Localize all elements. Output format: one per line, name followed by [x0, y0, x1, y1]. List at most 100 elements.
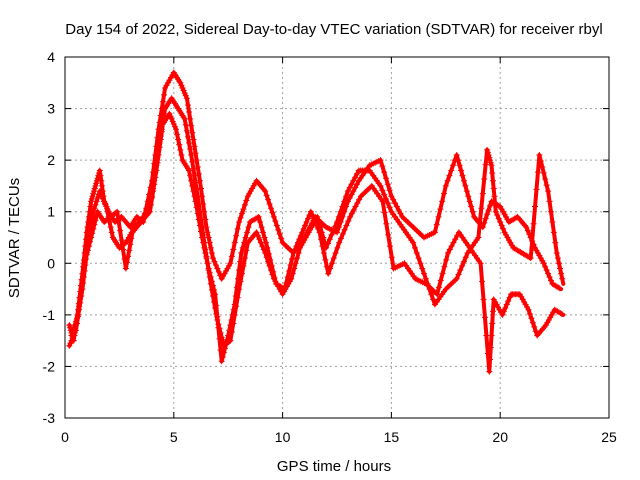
data-point-marker — [468, 203, 475, 210]
data-point-marker — [91, 188, 98, 195]
data-point-marker — [434, 291, 441, 298]
data-point-marker — [542, 176, 549, 183]
data-point-marker — [98, 193, 105, 200]
data-point-marker — [344, 188, 351, 195]
data-point-marker — [257, 239, 264, 246]
data-point-marker — [221, 270, 228, 277]
data-point-marker — [479, 278, 486, 285]
data-point-marker — [395, 206, 402, 213]
data-point-marker — [265, 250, 272, 257]
data-point-marker — [513, 214, 520, 221]
data-point-marker — [529, 319, 536, 326]
data-point-marker — [559, 275, 566, 282]
data-point-marker — [435, 213, 442, 220]
data-point-marker — [469, 208, 476, 215]
data-point-marker — [270, 268, 277, 275]
data-point-marker — [499, 311, 506, 318]
data-point-marker — [150, 188, 157, 195]
data-point-marker — [487, 356, 494, 363]
data-point-marker — [500, 225, 507, 232]
data-point-marker — [198, 185, 204, 192]
data-point-marker — [154, 159, 161, 166]
data-point-marker — [229, 311, 236, 318]
data-point-marker — [157, 136, 164, 143]
data-point-marker — [304, 215, 311, 222]
data-point-marker — [397, 210, 404, 217]
data-point-marker — [88, 195, 95, 202]
data-point-marker — [254, 214, 261, 221]
data-point-marker — [209, 282, 216, 289]
data-point-marker — [97, 172, 104, 179]
data-point-marker — [534, 169, 541, 176]
data-point-marker — [452, 236, 459, 243]
data-point-marker — [206, 239, 213, 246]
data-point-marker — [348, 181, 355, 188]
data-point-marker — [377, 182, 384, 189]
data-point-marker — [78, 286, 85, 293]
data-point-marker — [236, 267, 243, 274]
data-point-marker — [537, 255, 544, 262]
data-point-marker — [108, 229, 115, 236]
data-point-marker — [531, 323, 538, 330]
data-point-marker — [539, 164, 546, 171]
data-point-marker — [221, 345, 228, 352]
data-point-marker — [238, 249, 245, 256]
data-point-marker — [547, 314, 554, 321]
data-point-marker — [327, 265, 334, 272]
data-point-marker — [419, 265, 426, 272]
data-point-marker — [549, 219, 556, 226]
data-point-marker — [163, 82, 170, 89]
data-point-marker — [441, 263, 448, 270]
data-point-marker — [77, 294, 84, 301]
data-point-marker — [482, 215, 489, 222]
data-point-marker — [220, 349, 227, 356]
data-point-marker — [232, 292, 239, 299]
data-point-marker — [476, 219, 483, 226]
data-point-marker — [495, 215, 502, 222]
data-point-marker — [503, 231, 510, 238]
data-point-marker — [208, 249, 215, 256]
data-point-marker — [446, 172, 453, 179]
data-point-marker — [89, 230, 96, 237]
data-point-marker — [188, 122, 195, 129]
data-point-marker — [487, 159, 494, 166]
data-point-marker — [533, 186, 540, 193]
data-point-marker — [546, 198, 553, 205]
data-point-marker — [243, 247, 250, 254]
data-point-marker — [96, 170, 103, 177]
data-point-marker — [328, 231, 335, 238]
data-point-marker — [180, 87, 187, 94]
data-point-marker — [158, 128, 165, 135]
data-point-marker — [353, 181, 360, 188]
data-point-marker — [460, 177, 467, 184]
data-point-marker — [212, 262, 219, 269]
data-point-marker — [536, 151, 543, 158]
data-point-marker — [234, 275, 241, 282]
data-point-marker — [483, 332, 490, 339]
data-point-marker — [479, 190, 486, 197]
data-point-marker — [211, 286, 218, 293]
data-point-marker — [215, 268, 222, 275]
data-point-marker — [492, 298, 499, 305]
data-point-marker — [384, 200, 391, 207]
data-point-marker — [198, 228, 204, 235]
data-point-marker — [521, 298, 528, 305]
data-point-marker — [101, 198, 108, 205]
data-point-marker — [67, 340, 74, 347]
data-point-marker — [454, 232, 461, 239]
data-point-marker — [518, 293, 525, 300]
data-point-marker — [194, 164, 201, 171]
data-point-marker — [500, 208, 507, 215]
data-point-marker — [457, 267, 464, 274]
data-point-marker — [312, 219, 319, 226]
data-point-marker — [379, 198, 386, 205]
data-point-marker — [231, 301, 238, 308]
data-point-marker — [299, 229, 306, 236]
data-point-marker — [261, 234, 268, 241]
data-point-marker — [519, 296, 526, 303]
data-point-marker — [98, 182, 105, 189]
data-point-marker — [302, 234, 309, 241]
data-point-marker — [92, 217, 99, 224]
data-point-marker — [263, 192, 270, 199]
y-axis-title: SDTVAR / TECUs — [6, 178, 23, 298]
